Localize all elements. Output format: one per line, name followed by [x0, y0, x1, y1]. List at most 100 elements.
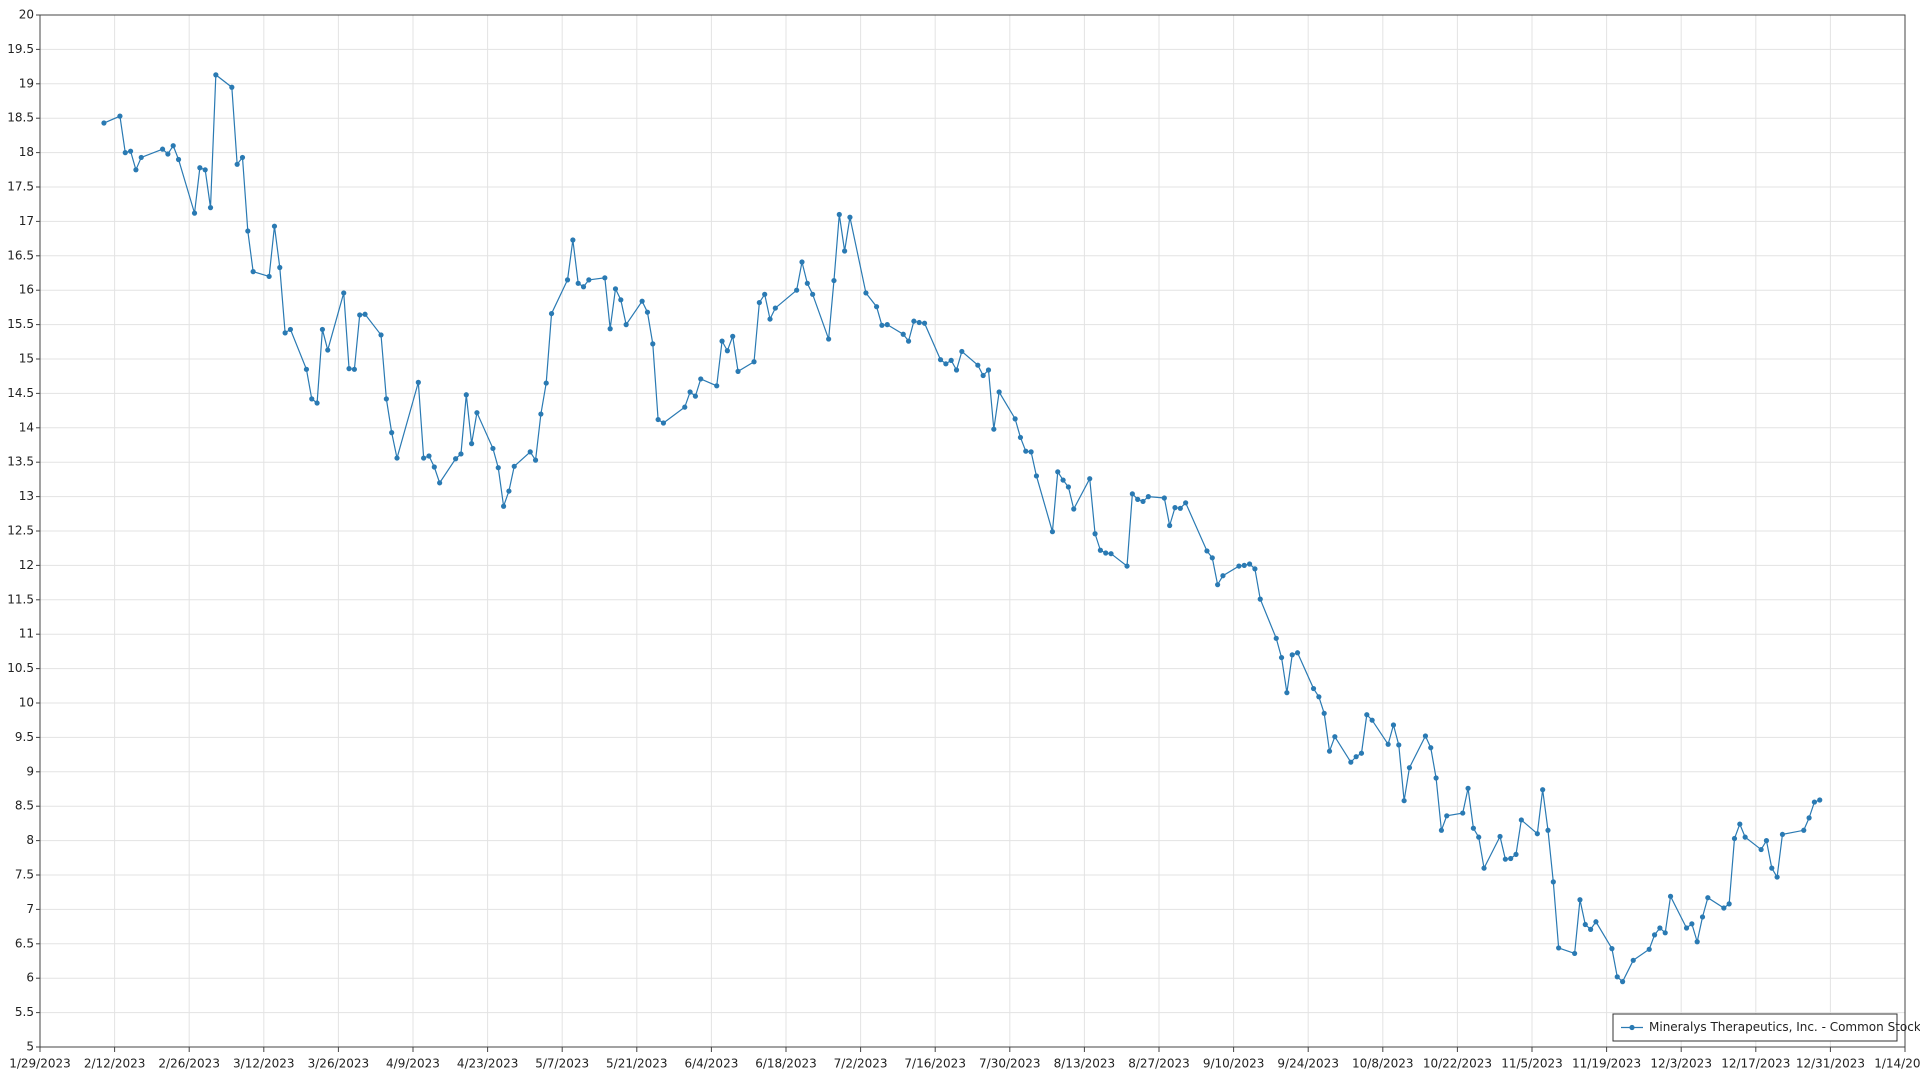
x-tick-label: 2/26/2023 — [158, 1057, 220, 1071]
data-point — [1241, 562, 1247, 569]
data-point — [1321, 710, 1327, 716]
y-tick-label: 8.5 — [15, 799, 34, 813]
data-point — [921, 320, 928, 326]
data-point — [431, 464, 437, 470]
x-tick-label: 12/31/2023 — [1796, 1057, 1865, 1071]
data-point — [1742, 834, 1748, 840]
data-point — [735, 368, 741, 374]
data-point — [1662, 930, 1668, 936]
data-point — [239, 154, 246, 161]
y-tick-label: 15.5 — [7, 317, 34, 331]
data-point — [1103, 550, 1109, 556]
x-tick-label: 8/27/2023 — [1128, 1057, 1190, 1071]
data-point — [863, 290, 869, 296]
data-point — [985, 367, 992, 373]
data-point — [698, 376, 704, 382]
data-point — [639, 298, 645, 304]
data-point — [1444, 813, 1450, 819]
data-point — [980, 372, 986, 379]
data-point — [165, 151, 171, 157]
data-point — [772, 305, 778, 311]
y-tick-label: 19 — [19, 76, 34, 90]
data-point — [357, 312, 363, 318]
data-point — [586, 277, 592, 283]
data-point — [1811, 799, 1818, 805]
data-point — [1401, 798, 1407, 804]
data-point — [580, 284, 587, 290]
x-tick-label: 6/4/2023 — [684, 1057, 738, 1071]
data-point — [175, 156, 182, 163]
y-tick-label: 9.5 — [15, 730, 34, 744]
data-point — [1396, 742, 1402, 748]
y-tick-label: 18 — [19, 145, 34, 159]
data-point — [602, 275, 608, 281]
data-point — [1140, 498, 1146, 505]
data-point — [271, 223, 278, 229]
x-tick-label: 3/12/2023 — [233, 1057, 295, 1071]
data-point — [1246, 561, 1253, 567]
data-point — [383, 396, 389, 402]
y-tick-label: 20 — [19, 8, 34, 22]
data-point — [197, 165, 203, 171]
data-point — [618, 297, 624, 303]
x-tick-label: 5/21/2023 — [606, 1057, 668, 1071]
data-point — [1470, 825, 1476, 831]
y-tick-label: 6 — [26, 971, 34, 985]
y-tick-label: 16 — [19, 283, 34, 297]
data-point — [1348, 759, 1354, 765]
data-point — [575, 280, 581, 286]
y-tick-label: 7 — [26, 902, 34, 916]
data-point — [1545, 827, 1551, 833]
data-point — [1167, 522, 1173, 529]
data-point — [170, 143, 176, 149]
data-point — [714, 383, 720, 389]
data-point — [810, 291, 816, 297]
data-point — [351, 366, 357, 372]
data-point — [1763, 838, 1770, 844]
data-point — [1508, 855, 1514, 862]
data-point — [202, 167, 208, 173]
data-point — [767, 316, 773, 322]
data-point — [959, 348, 965, 355]
data-point — [1619, 979, 1626, 985]
y-tick-label: 11 — [19, 627, 34, 641]
data-point — [1609, 946, 1615, 952]
y-tick-label: 9 — [26, 764, 34, 778]
data-point — [1257, 596, 1263, 602]
data-point — [245, 228, 251, 234]
data-point — [1183, 500, 1189, 506]
data-point — [1289, 652, 1295, 658]
data-point — [751, 359, 757, 365]
data-point — [762, 291, 768, 297]
data-point — [612, 286, 619, 292]
data-point — [1779, 831, 1786, 838]
data-point — [207, 205, 214, 211]
data-point — [1774, 874, 1780, 880]
legend-box — [1612, 1013, 1898, 1042]
data-point — [1087, 476, 1093, 482]
legend-label: Mineralys Therapeutics, Inc. - Common St… — [1649, 1020, 1920, 1034]
data-point — [1108, 551, 1114, 557]
data-point — [1390, 722, 1397, 728]
data-point — [1817, 797, 1823, 803]
data-point — [1651, 932, 1658, 938]
data-point — [1129, 491, 1135, 497]
data-point — [490, 445, 496, 452]
y-tick-label: 11.5 — [7, 592, 34, 606]
data-point — [319, 326, 326, 333]
data-point — [1646, 946, 1652, 952]
y-tick-label: 18.5 — [7, 111, 34, 125]
y-tick-label: 13 — [19, 489, 34, 503]
x-tick-label: 6/18/2023 — [755, 1057, 817, 1071]
data-point — [1705, 895, 1711, 901]
data-point — [234, 161, 240, 167]
y-tick-label: 17.5 — [7, 180, 34, 194]
data-point — [191, 210, 198, 216]
data-point — [1540, 787, 1546, 793]
data-point — [1518, 817, 1524, 823]
data-point — [1177, 505, 1183, 511]
data-point — [1332, 734, 1338, 740]
data-point — [463, 392, 469, 398]
data-point — [911, 318, 917, 324]
